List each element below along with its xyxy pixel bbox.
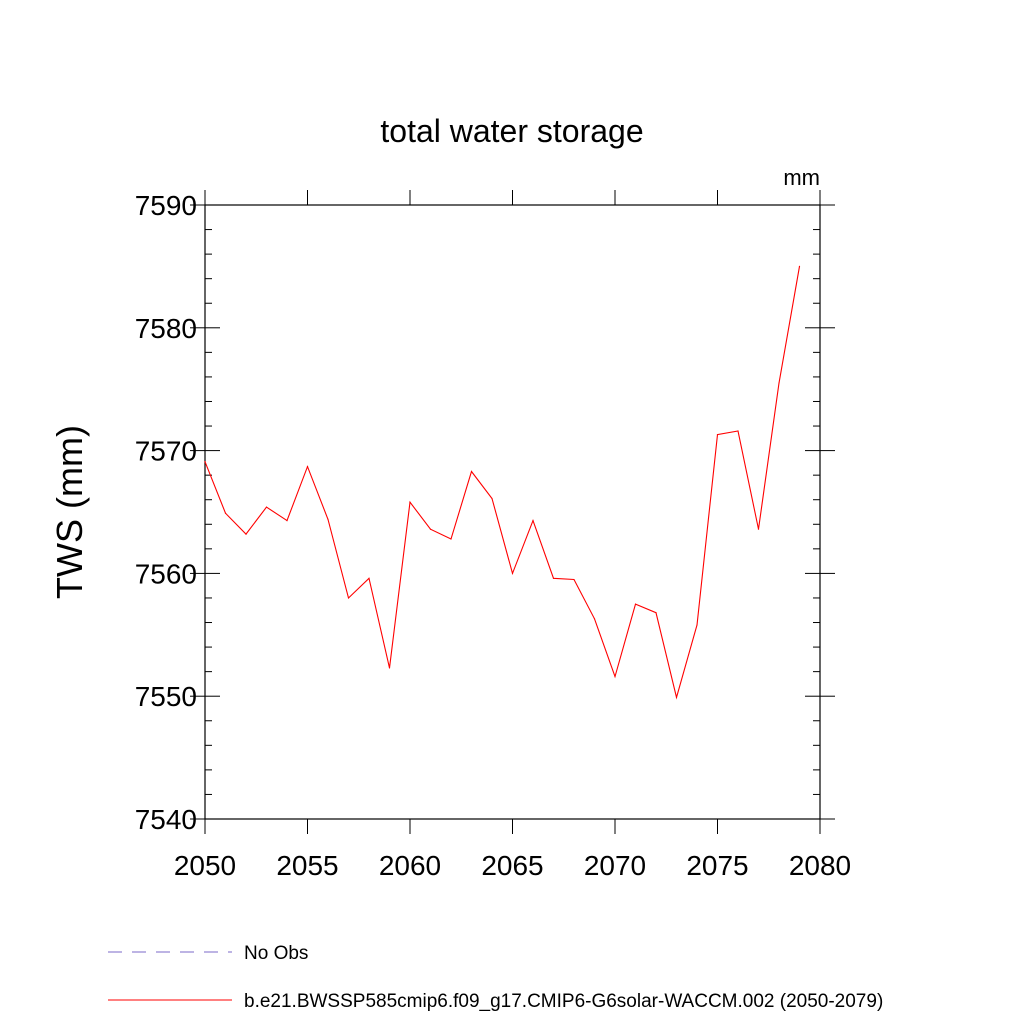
data-point <box>552 577 555 579</box>
data-point <box>204 461 206 463</box>
legend: No Obs b.e21.BWSSP585cmip6.f09_g17.CMIP6-… <box>108 943 883 1012</box>
legend-label: No Obs <box>244 943 308 964</box>
data-point <box>388 667 391 669</box>
data-point <box>450 538 452 540</box>
x-tick-label: 2080 <box>789 850 851 881</box>
x-tick-label: 2070 <box>584 850 646 881</box>
data-point <box>737 430 739 432</box>
series-layer <box>204 265 801 700</box>
y-tick-label: 7550 <box>135 681 197 712</box>
x-tick-label: 2075 <box>686 850 748 881</box>
y-tick-label: 7560 <box>135 558 197 589</box>
data-point <box>327 518 329 520</box>
data-point <box>429 528 432 530</box>
x-tick-label: 2050 <box>174 850 236 881</box>
data-point <box>245 533 247 535</box>
axis-tick-labels: 2050 2055 2060 2065 2070 2075 2080 7540 7550 7560… <box>135 190 851 881</box>
data-point <box>757 528 760 530</box>
data-point <box>573 578 575 581</box>
plot-frame <box>204 204 821 820</box>
y-tick-label: 7540 <box>135 804 197 835</box>
data-point <box>470 470 473 473</box>
y-tick-label: 7590 <box>135 190 197 221</box>
data-point <box>675 696 678 699</box>
data-point <box>716 434 719 436</box>
x-tick-label: 2060 <box>379 850 441 881</box>
data-point <box>306 465 309 468</box>
data-point <box>265 506 268 508</box>
data-point <box>347 597 350 599</box>
y-axis-label: TWS (mm) <box>49 425 90 599</box>
units-label: mm <box>783 165 820 190</box>
data-point <box>409 501 411 503</box>
data-point <box>286 519 288 522</box>
data-point <box>798 265 801 267</box>
data-point <box>696 624 698 626</box>
data-point <box>778 382 780 384</box>
data-point <box>614 675 616 678</box>
y-tick-label: 7570 <box>135 436 197 467</box>
data-point <box>634 603 637 605</box>
data-point <box>593 618 596 620</box>
data-point <box>491 497 493 500</box>
data-point <box>368 577 370 579</box>
data-point <box>224 512 227 514</box>
data-point <box>655 612 657 614</box>
data-point <box>532 519 534 522</box>
y-tick-label: 7580 <box>135 313 197 344</box>
chart-title: total water storage <box>380 113 643 149</box>
axis-ticks <box>190 190 835 834</box>
x-tick-label: 2065 <box>481 850 543 881</box>
series-line <box>204 266 801 700</box>
data-point <box>511 572 514 575</box>
x-tick-label: 2055 <box>276 850 338 881</box>
legend-label: b.e21.BWSSP585cmip6.f09_g17.CMIP6-G6sola… <box>244 991 883 1012</box>
